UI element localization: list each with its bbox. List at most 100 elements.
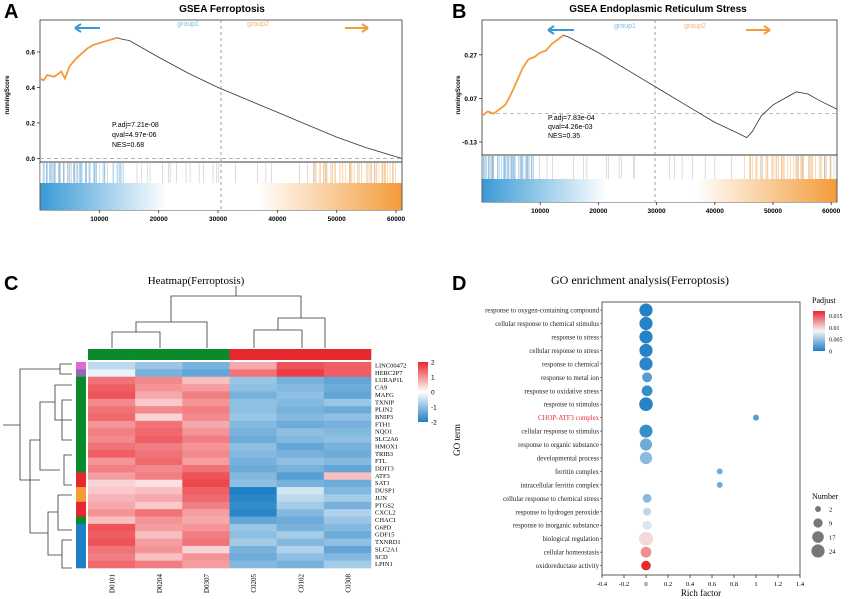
heatmap-legend-tick: 0 — [431, 390, 435, 397]
row-group-bar — [76, 450, 86, 458]
heatmap-row-label: SLC2A1 — [375, 546, 398, 553]
heatmap-cell — [229, 435, 277, 444]
heatmap-cell — [276, 516, 325, 525]
heatmap-cell — [276, 428, 325, 436]
gsea-ytick-label: -0.13 — [462, 139, 477, 146]
column-group-bar — [229, 349, 277, 360]
gsea-ferroptosis-panel: GSEA Ferroptosis group1 group2 runningSc… — [5, 4, 405, 223]
go-point — [639, 330, 653, 344]
heatmap-cell — [229, 465, 277, 473]
heatmap-cell — [323, 553, 372, 561]
gsea-xtick-label: 30000 — [209, 216, 227, 223]
column-group-bar — [135, 349, 183, 360]
gsea-xtick-label: 10000 — [90, 216, 108, 223]
heatmap-cell — [323, 545, 372, 554]
heatmap-cell — [135, 516, 183, 525]
gsea-b-ylabel: runningScore — [456, 75, 462, 115]
heatmap-cell — [276, 523, 325, 532]
heatmap-cell — [229, 428, 277, 436]
heatmap-cell — [182, 384, 230, 392]
heatmap-cell — [229, 538, 277, 547]
heatmap-cell — [276, 435, 325, 444]
heatmap-row-label: NQO1 — [375, 429, 392, 436]
heatmap-cell — [88, 362, 136, 370]
row-group-bar — [76, 398, 86, 407]
gsea-xtick-label: 10000 — [531, 208, 549, 215]
go-point — [639, 357, 653, 371]
heatmap-cell — [182, 465, 230, 473]
row-group-bar — [76, 501, 86, 510]
heatmap-row-label: TXNRD1 — [375, 539, 401, 546]
heatmap-cell — [323, 472, 372, 481]
go-xtick-label: 0.2 — [664, 581, 672, 588]
heatmap-row-label: BNIP3 — [375, 414, 393, 421]
heatmap-cell — [229, 560, 277, 569]
heatmap-cell — [276, 560, 325, 569]
heatmap-cell — [229, 420, 277, 429]
heatmap-cell — [182, 450, 230, 458]
gsea-xtick-label: 50000 — [328, 216, 346, 223]
heatmap-cell — [323, 442, 372, 451]
heatmap-row-label: SCD — [375, 554, 388, 561]
heatmap-cell — [182, 494, 230, 503]
gsea-xtick-label: 30000 — [648, 208, 666, 215]
heatmap-cell — [323, 479, 372, 488]
heatmap-cell — [135, 560, 183, 569]
heatmap-cell — [229, 523, 277, 532]
number-legend-dot — [813, 518, 823, 528]
go-xtick-label: 1.2 — [774, 581, 782, 588]
heatmap-cell — [323, 376, 372, 385]
heatmap-cell — [229, 457, 277, 466]
heatmap-cell — [229, 376, 277, 385]
go-term-label: cellular response to stimulus — [521, 429, 599, 436]
heatmap-cell — [229, 369, 277, 378]
heatmap-cell — [88, 391, 136, 400]
go-xtick-label: -0.2 — [619, 581, 629, 588]
heatmap-cell — [229, 384, 277, 392]
heatmap-row-label: TRIB3 — [375, 451, 393, 458]
heatmap-cell — [182, 487, 230, 495]
gsea-b-right-arrow-icon — [746, 25, 771, 35]
go-term-label: response to hydrogen peroxide — [515, 509, 599, 516]
heatmap-row-label: FTH1 — [375, 421, 391, 428]
row-group-bar — [76, 523, 86, 532]
heatmap-cell — [135, 384, 183, 392]
heatmap-cell — [182, 545, 230, 554]
heatmap-cell — [182, 428, 230, 436]
heatmap-cell — [229, 531, 277, 539]
go-term-label: biological regulation — [543, 536, 600, 543]
go-point — [753, 414, 759, 421]
heatmap-cell — [182, 391, 230, 400]
heatmap-cell — [323, 523, 372, 532]
row-group-bar — [76, 413, 86, 422]
heatmap-legend-bar — [418, 362, 428, 422]
heatmap-row-label: GDF15 — [375, 532, 395, 539]
heatmap-row-label: G6PD — [375, 524, 392, 531]
go-xlabel: Rich factor — [681, 588, 721, 598]
row-group-bar — [76, 494, 86, 503]
go-ylabel: GO term — [452, 424, 462, 456]
heatmap-cell — [276, 494, 325, 503]
go-plot-frame — [601, 301, 801, 576]
padjust-legend-tick: 0.015 — [829, 314, 843, 320]
go-xtick-label: 1 — [754, 581, 757, 588]
go-term-label: response to metal ion — [541, 375, 600, 382]
go-term-label: developmental process — [537, 456, 599, 463]
heatmap-cell — [276, 384, 325, 392]
go-term-label: response to oxygen-containing compound — [485, 308, 599, 315]
heatmap-cell — [276, 420, 325, 429]
gsea-ytick-label: 0.6 — [26, 49, 35, 56]
heatmap-cell — [88, 545, 136, 554]
number-legend-label: 24 — [829, 549, 836, 556]
row-group-bar — [76, 553, 86, 561]
heatmap-row-label: PTGS2 — [375, 502, 394, 509]
gsea-a-ylabel: runningScore — [5, 75, 11, 115]
heatmap-cell — [88, 553, 136, 561]
go-point — [642, 372, 653, 383]
heatmap-cell — [88, 523, 136, 532]
heatmap-cell — [88, 369, 136, 378]
heatmap-cell — [276, 406, 325, 414]
go-term-label: response to chemical — [542, 361, 599, 368]
heatmap-cell — [135, 545, 183, 554]
column-group-bar — [88, 349, 136, 360]
